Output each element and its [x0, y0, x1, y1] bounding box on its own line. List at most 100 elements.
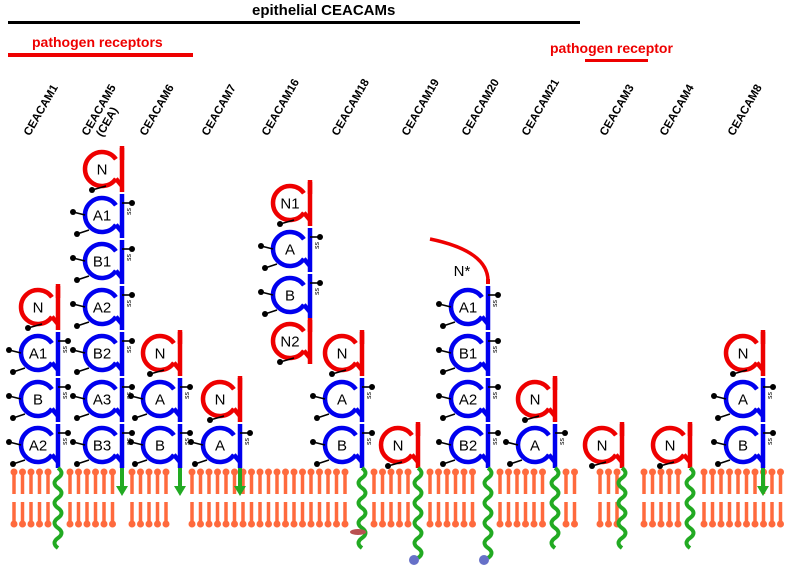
domain-loop	[82, 333, 118, 373]
glycan-dot	[317, 234, 323, 240]
n-domain: N	[582, 422, 625, 469]
glycan-dot	[715, 461, 721, 467]
glycan-dot	[310, 439, 316, 445]
domain-loop	[18, 333, 54, 373]
ig-domain: B2 ss	[70, 332, 135, 376]
n-domain: N	[515, 376, 558, 423]
domain-loop	[448, 379, 484, 419]
glycan-dot	[730, 371, 736, 377]
domain-label: N	[530, 392, 541, 409]
lipid-head	[513, 520, 521, 528]
lipid-head	[324, 520, 332, 528]
disulfide-bond: ss	[767, 438, 774, 446]
glycan-dot	[70, 255, 76, 261]
disulfide-bond: ss	[314, 242, 321, 250]
lipid-head	[36, 520, 43, 528]
domain-label: N1	[280, 196, 299, 213]
glycan-dot	[192, 461, 198, 467]
n-domain-truncated	[429, 237, 490, 282]
protein-ceacam3: N	[582, 422, 628, 550]
glycan-dot	[70, 347, 76, 353]
domain-label: N	[738, 346, 749, 363]
glycan-dot	[440, 461, 446, 467]
gpi-anchor-arrow	[234, 486, 246, 496]
domain-loop	[270, 183, 306, 223]
glycan-dot	[262, 265, 268, 271]
lipid-head	[649, 520, 656, 528]
glycan-dot	[89, 187, 95, 193]
domain-label: N	[155, 346, 166, 363]
glycan-dot	[310, 393, 316, 399]
disulfide-bond: ss	[62, 438, 69, 446]
disulfide-bond: ss	[126, 300, 133, 308]
transmembrane-helix	[356, 466, 368, 550]
glycan-dot	[440, 369, 446, 375]
lipid-head	[83, 520, 91, 528]
lipid-head	[299, 520, 306, 528]
glycan-dot	[187, 384, 193, 390]
domain-label: N*	[454, 263, 471, 280]
glycan-dot	[70, 439, 76, 445]
lipid-head	[777, 520, 784, 528]
glycan-dot	[6, 439, 12, 445]
glycan-dot	[503, 439, 509, 445]
domain-loop	[270, 229, 306, 269]
disulfide-bond: ss	[62, 392, 69, 400]
domain-label: N	[97, 162, 108, 179]
domain-label: A	[337, 392, 347, 409]
glycan-dot	[132, 415, 138, 421]
glycan-dot	[70, 301, 76, 307]
disulfide-bond: ss	[126, 208, 133, 216]
cytoplasmic-dot	[479, 555, 489, 565]
glycan-dot	[74, 323, 80, 329]
lipid-head	[768, 520, 776, 528]
glycan-dot	[207, 417, 213, 423]
lipid-head	[222, 520, 230, 528]
domain-loop	[82, 241, 118, 281]
glycan-dot	[10, 461, 16, 467]
domain-label: B1	[93, 254, 111, 271]
lipid-head	[522, 520, 529, 528]
glycan-dot	[188, 439, 194, 445]
ig-domain: A1 ss	[70, 194, 135, 238]
domain-loop	[322, 425, 358, 465]
disulfide-bond: ss	[244, 438, 251, 446]
domain-label: N2	[280, 334, 299, 351]
cytoplasmic-dot	[409, 555, 419, 565]
transmembrane-helix	[52, 466, 64, 550]
glycan-dot	[507, 461, 513, 467]
domain-label: A	[215, 438, 225, 455]
domain-label: B3	[93, 438, 111, 455]
n-domain: N	[650, 422, 693, 469]
domain-label: B1	[459, 346, 477, 363]
disulfide-bond: ss	[366, 392, 373, 400]
domain-label: N	[337, 346, 348, 363]
lipid-head	[396, 520, 403, 528]
transmembrane-helix	[412, 466, 424, 560]
lipid-head	[19, 520, 26, 528]
glycan-dot	[128, 393, 134, 399]
glycan-dot	[440, 323, 446, 329]
domain-loop	[200, 425, 236, 465]
domain-label: B	[285, 288, 295, 305]
glycan-dot	[770, 384, 776, 390]
disulfide-bond: ss	[366, 438, 373, 446]
protein-ceacam19: N	[378, 422, 424, 565]
lipid-head	[109, 520, 116, 528]
lipid-head	[657, 520, 665, 528]
ig-domain: A2 ss	[70, 286, 135, 330]
glycan-dot	[317, 280, 323, 286]
glycan-dot	[369, 384, 375, 390]
gpi-anchor-arrow	[757, 486, 769, 496]
glycan-dot	[495, 384, 501, 390]
glycan-dot	[74, 461, 80, 467]
lipid-head	[307, 520, 315, 528]
domain-loop	[140, 425, 176, 465]
glycan-dot	[562, 430, 568, 436]
glycan-dot	[258, 243, 264, 249]
glycan-dot	[522, 417, 528, 423]
